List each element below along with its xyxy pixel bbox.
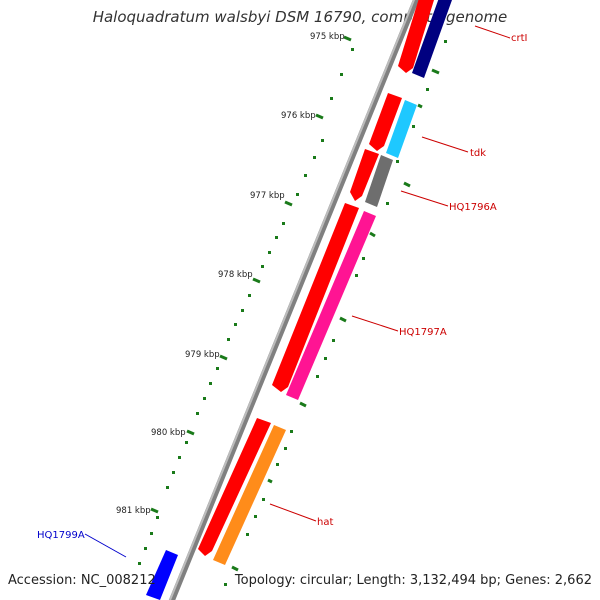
accession-info: Accession: NC_008212 (8, 573, 156, 588)
cds-track-colored (146, 0, 452, 600)
gene-labels: crtI tdk HQ1796A HQ1797A hat HQ1799A (37, 33, 527, 541)
gene-feature (198, 418, 271, 556)
gene-feature (350, 149, 379, 201)
gene-label-hq1799a: HQ1799A (37, 530, 85, 541)
tick-label: 975 kbp (310, 32, 345, 42)
tick-label: 977 kbp (250, 191, 285, 201)
inner-ticks (231, 68, 440, 572)
gene-label-crti: crtI (511, 33, 527, 44)
gene-label-hat: hat (317, 517, 333, 528)
genome-backbone (168, 0, 420, 600)
tick-label: 979 kbp (185, 350, 220, 360)
tick-label: 981 kbp (116, 506, 151, 516)
gene-feature (398, 0, 434, 73)
gene-leader-hq1799a (84, 533, 127, 558)
gene-feature (386, 100, 417, 158)
gene-feature (213, 425, 286, 565)
tick-label: 976 kbp (281, 111, 316, 121)
gene-label-hq1796a: HQ1796A (449, 202, 497, 213)
map-title: Haloquadratum walsbyi DSM 16790, complet… (92, 8, 508, 26)
major-ticks (150, 35, 352, 514)
gene-feature (146, 550, 178, 600)
gene-feature (272, 203, 359, 392)
gene-feature (369, 93, 402, 151)
gene-label-hq1797a: HQ1797A (399, 327, 447, 338)
gene-label-tdk: tdk (470, 148, 486, 159)
gene-feature (286, 211, 376, 400)
cds-track-forward (198, 0, 434, 556)
topology-info: Topology: circular; Length: 3,132,494 bp… (234, 573, 592, 588)
tick-label: 978 kbp (218, 270, 253, 280)
gene-feature (412, 0, 452, 78)
tick-labels: 975 kbp 976 kbp 977 kbp 978 kbp 979 kbp … (116, 32, 345, 516)
gene-feature (365, 155, 393, 207)
scale-dots (138, 48, 354, 565)
tick-label: 980 kbp (151, 428, 186, 438)
inner-dots (224, 40, 447, 586)
gene-leaders (269, 25, 511, 522)
